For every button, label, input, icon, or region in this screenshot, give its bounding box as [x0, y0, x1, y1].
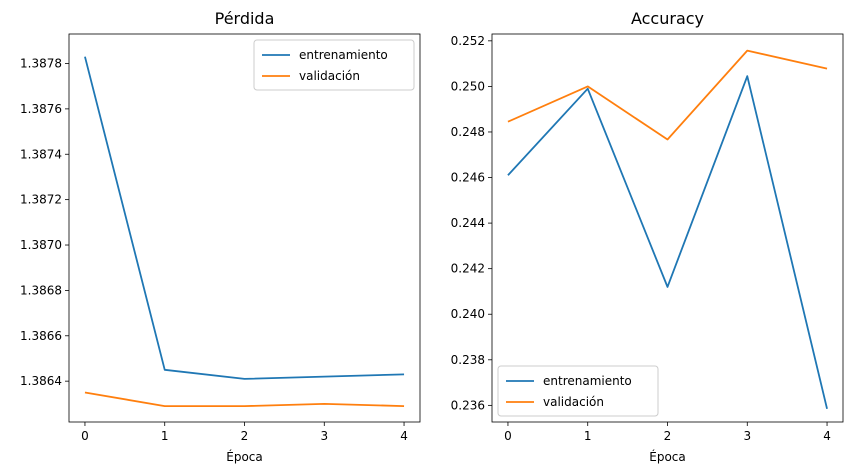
y-tick-label: 0.246: [451, 171, 485, 185]
x-tick-label: 1: [584, 429, 592, 443]
series-line: [84, 56, 405, 380]
x-tick-label: 0: [504, 429, 512, 443]
y-tick-label: 1.3866: [20, 329, 62, 343]
legend-label: validación: [299, 69, 360, 83]
y-tick-label: 1.3868: [20, 283, 62, 297]
chart-loss: Pérdida Época 0 1 2 3 4 1.3864 1.3866 1.3868 1.3…: [20, 9, 421, 464]
chart-accuracy: Accuracy Época 0 1 2 3 4 0.236 0.238 0.240 0.242…: [451, 9, 844, 464]
legend: entrenamiento validación: [253, 39, 415, 91]
x-tick-label: 2: [664, 429, 672, 443]
chart-title: Accuracy: [631, 9, 704, 28]
chart-title: Pérdida: [215, 9, 275, 28]
y-tick-label: 1.3874: [20, 147, 62, 161]
x-axis-label: Época: [649, 449, 686, 464]
y-tick-label: 0.236: [451, 398, 485, 412]
series-line: [84, 391, 405, 408]
y-tick-label: 0.238: [451, 353, 485, 367]
y-tick-label: 1.3864: [20, 374, 62, 388]
legend-label: entrenamiento: [543, 374, 632, 388]
y-tick-label: 1.3876: [20, 102, 62, 116]
x-tick-label: 4: [400, 429, 408, 443]
y-tick-label: 1.3878: [20, 56, 62, 70]
x-tick-label: 1: [161, 429, 169, 443]
y-tick-label: 0.252: [451, 34, 485, 48]
y-tick-label: 1.3872: [20, 193, 62, 207]
series-line: [507, 75, 828, 409]
series-line: [507, 49, 828, 141]
y-tick-label: 0.250: [451, 79, 485, 93]
x-tick-label: 2: [241, 429, 249, 443]
legend-box: [253, 39, 415, 91]
x-tick-label: 0: [81, 429, 89, 443]
x-tick-label: 3: [743, 429, 751, 443]
plot-frame: [491, 33, 844, 423]
x-axis-label: Época: [226, 449, 263, 464]
plot-frame: [68, 33, 421, 423]
legend-label: entrenamiento: [299, 48, 388, 62]
legend: entrenamiento validación: [497, 365, 659, 417]
y-tick-label: 1.3870: [20, 238, 62, 252]
legend-box: [497, 365, 659, 417]
y-tick-label: 0.248: [451, 125, 485, 139]
x-tick-label: 3: [320, 429, 328, 443]
y-tick-label: 0.240: [451, 307, 485, 321]
y-tick-label: 0.244: [451, 216, 485, 230]
x-tick-label: 4: [823, 429, 831, 443]
y-tick-label: 0.242: [451, 262, 485, 276]
legend-label: validación: [543, 395, 604, 409]
